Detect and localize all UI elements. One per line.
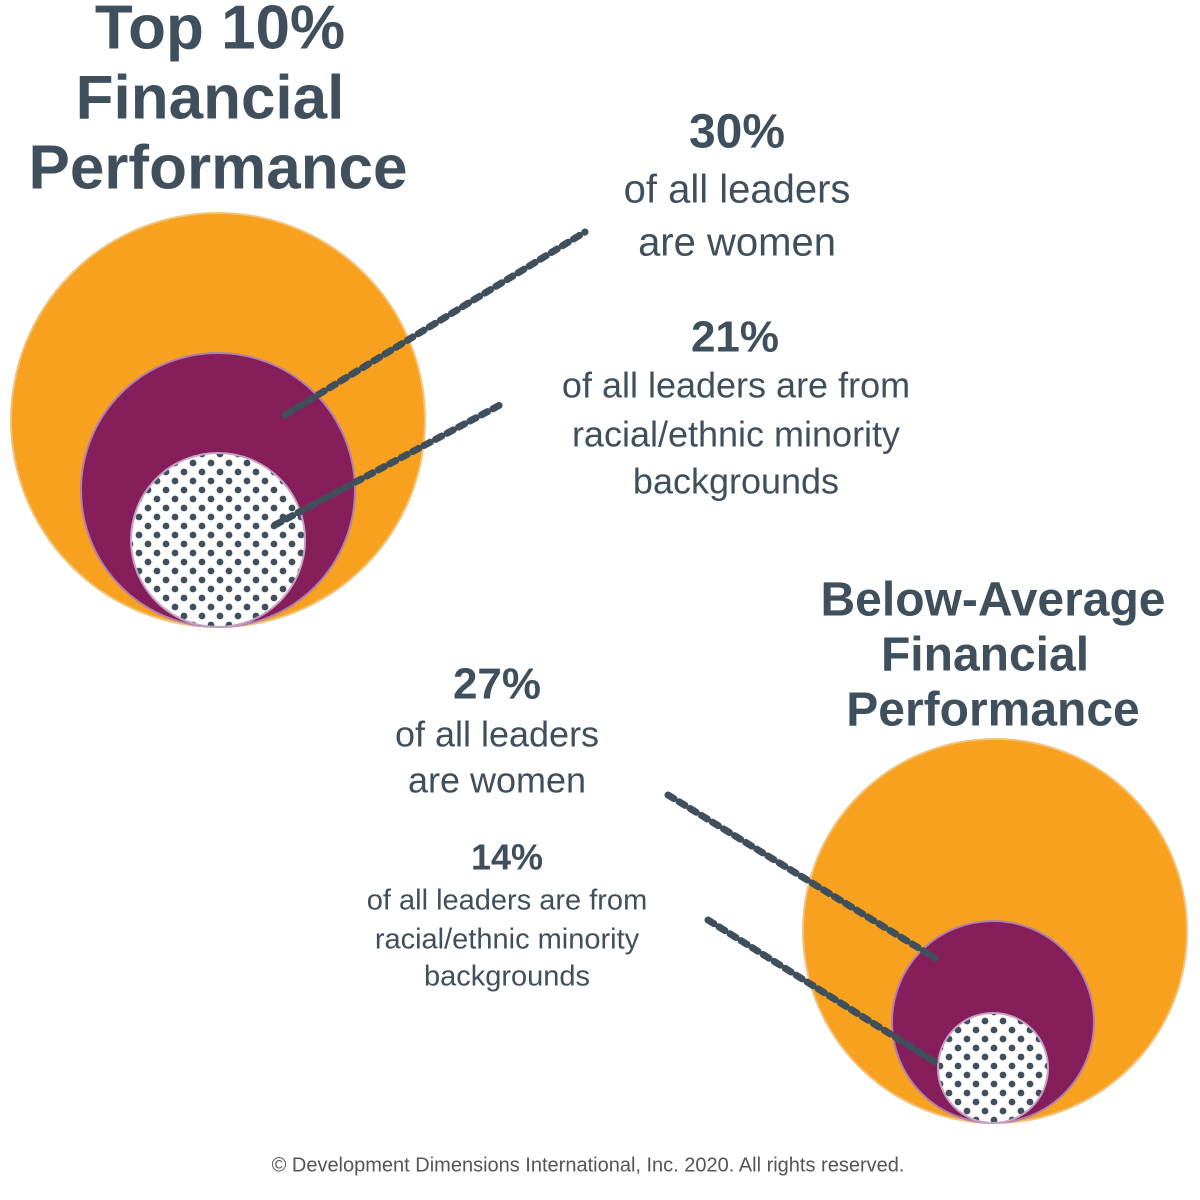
stat-text: of all leaders bbox=[395, 714, 599, 755]
top-circles bbox=[10, 212, 426, 628]
stat-text: racial/ethnic minority bbox=[572, 414, 900, 455]
title: Performance bbox=[846, 684, 1139, 737]
stat-value: 27% bbox=[453, 660, 541, 709]
stat-text: of all leaders bbox=[624, 168, 851, 212]
leader-line bbox=[271, 401, 504, 529]
leader-line bbox=[704, 916, 939, 1066]
stat-value: 21% bbox=[691, 313, 779, 362]
stat-text: of all leaders are from bbox=[367, 885, 647, 917]
stat-text: of all leaders are from bbox=[562, 365, 910, 406]
footer: © Development Dimensions International, … bbox=[272, 1154, 905, 1176]
title: Financial bbox=[881, 629, 1089, 682]
stat-text: racial/ethnic minority bbox=[375, 924, 640, 956]
leader-line bbox=[281, 228, 589, 419]
stat-text: backgrounds bbox=[424, 961, 590, 993]
stat-value: 30% bbox=[689, 106, 785, 159]
title: Performance bbox=[28, 133, 407, 202]
leader-line bbox=[664, 791, 939, 962]
bottom-circles bbox=[802, 738, 1188, 1124]
title: Below-Average bbox=[821, 574, 1166, 627]
stat-value: 14% bbox=[471, 837, 543, 878]
stat-text: are women bbox=[408, 760, 586, 801]
title: Top 10% bbox=[95, 0, 345, 62]
stat-text: backgrounds bbox=[633, 461, 839, 502]
title: Financial bbox=[76, 63, 345, 132]
stat-text: are women bbox=[638, 221, 836, 265]
